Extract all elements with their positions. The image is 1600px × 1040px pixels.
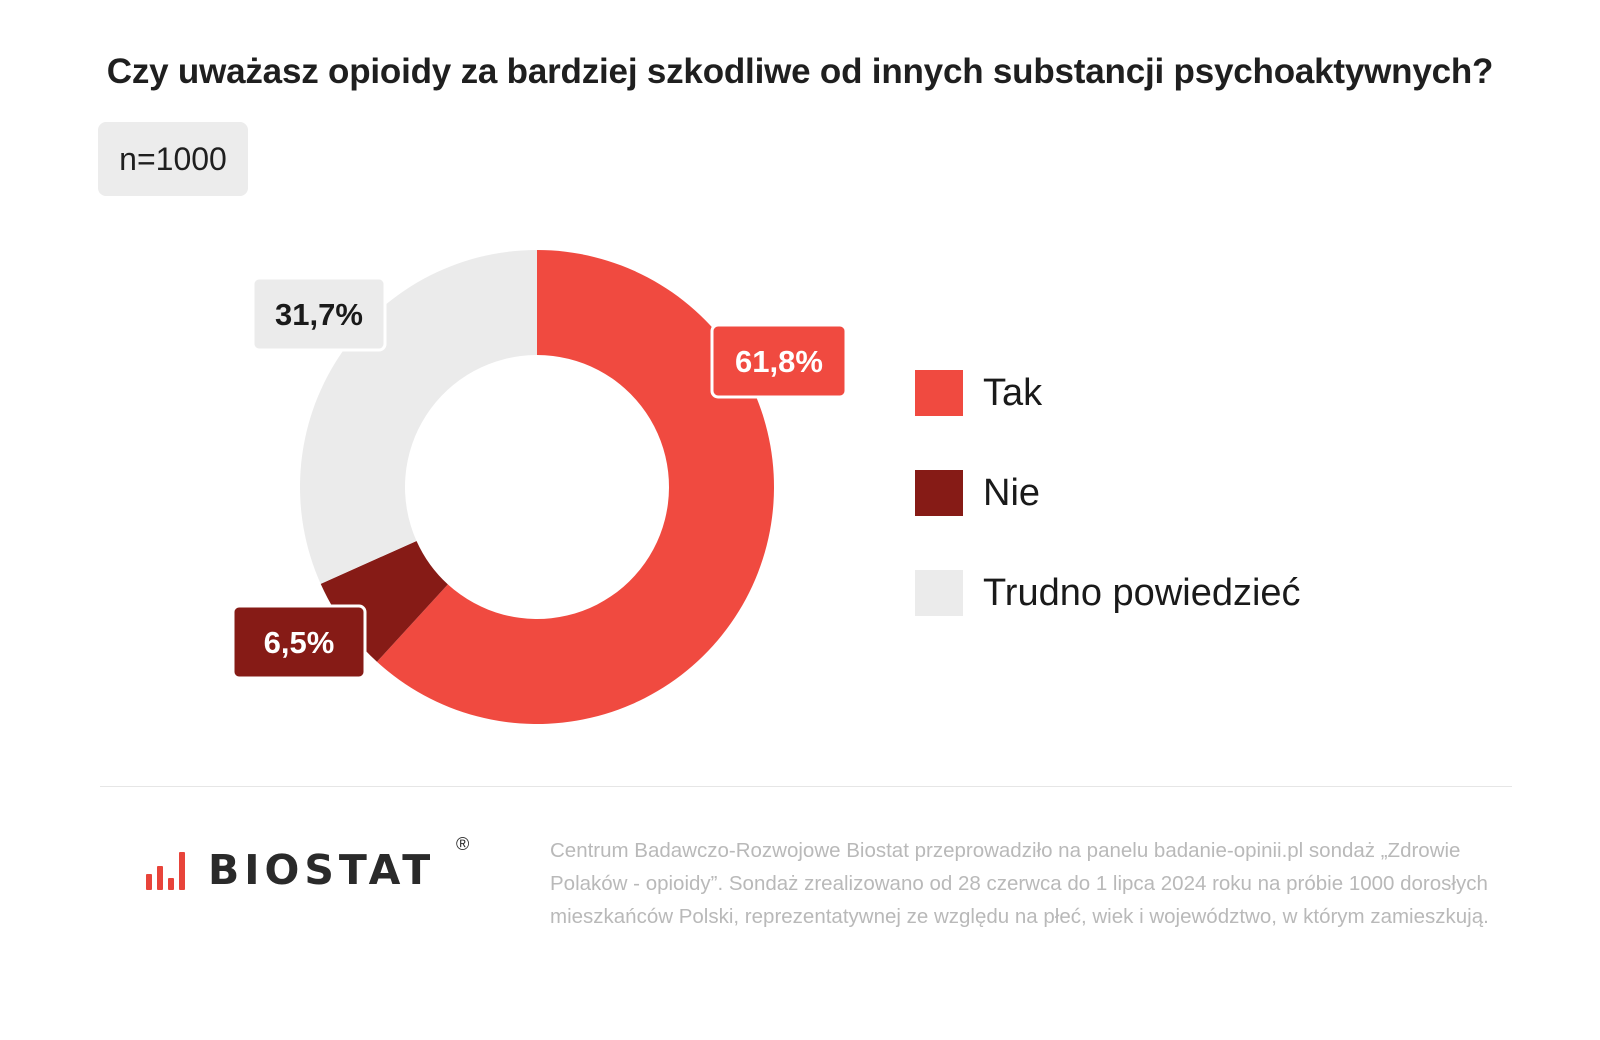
- legend-swatch-nie: [915, 470, 963, 516]
- data-label-text: 61,8%: [735, 344, 823, 379]
- data-label-nie: 6,5%: [231, 604, 367, 680]
- donut-slice-tak: [376, 250, 775, 724]
- footer-divider: [100, 786, 1512, 787]
- sample-size-label: n=1000: [119, 140, 227, 177]
- legend-swatch-trudno-powiedziec: [915, 570, 963, 616]
- legend-item-tak: Tak: [915, 370, 1042, 416]
- donut-chart: 61,8% 6,5% 31,7%: [231, 250, 848, 724]
- legend-swatch-tak: [915, 370, 963, 416]
- data-label-tak: 61,8%: [710, 323, 848, 399]
- registered-mark: ®: [456, 834, 470, 854]
- data-label-text: 31,7%: [275, 297, 363, 332]
- data-label-text: 6,5%: [264, 625, 335, 660]
- legend-item-trudno-powiedziec: Trudno powiedzieć: [915, 570, 1301, 616]
- legend-label-trudno-powiedziec: Trudno powiedzieć: [983, 571, 1301, 614]
- data-label-trudno-powiedzieć: 31,7%: [251, 276, 387, 352]
- donut-data-labels: 61,8% 6,5% 31,7%: [231, 276, 848, 680]
- logo-wordmark: BIOSTAT: [208, 846, 436, 894]
- logo-bars-icon: [146, 846, 190, 890]
- chart-title: Czy uważasz opioidy za bardziej szkodliw…: [106, 52, 1494, 91]
- biostat-logo: BIOSTAT ®: [146, 834, 469, 894]
- legend-label-tak: Tak: [983, 371, 1043, 414]
- legend-item-nie: Nie: [915, 470, 1040, 516]
- survey-methodology-note: Centrum Badawczo-Rozwojowe Biostat przep…: [550, 839, 1489, 928]
- sample-size-badge: n=1000: [98, 122, 248, 196]
- legend-label-nie: Nie: [983, 471, 1041, 514]
